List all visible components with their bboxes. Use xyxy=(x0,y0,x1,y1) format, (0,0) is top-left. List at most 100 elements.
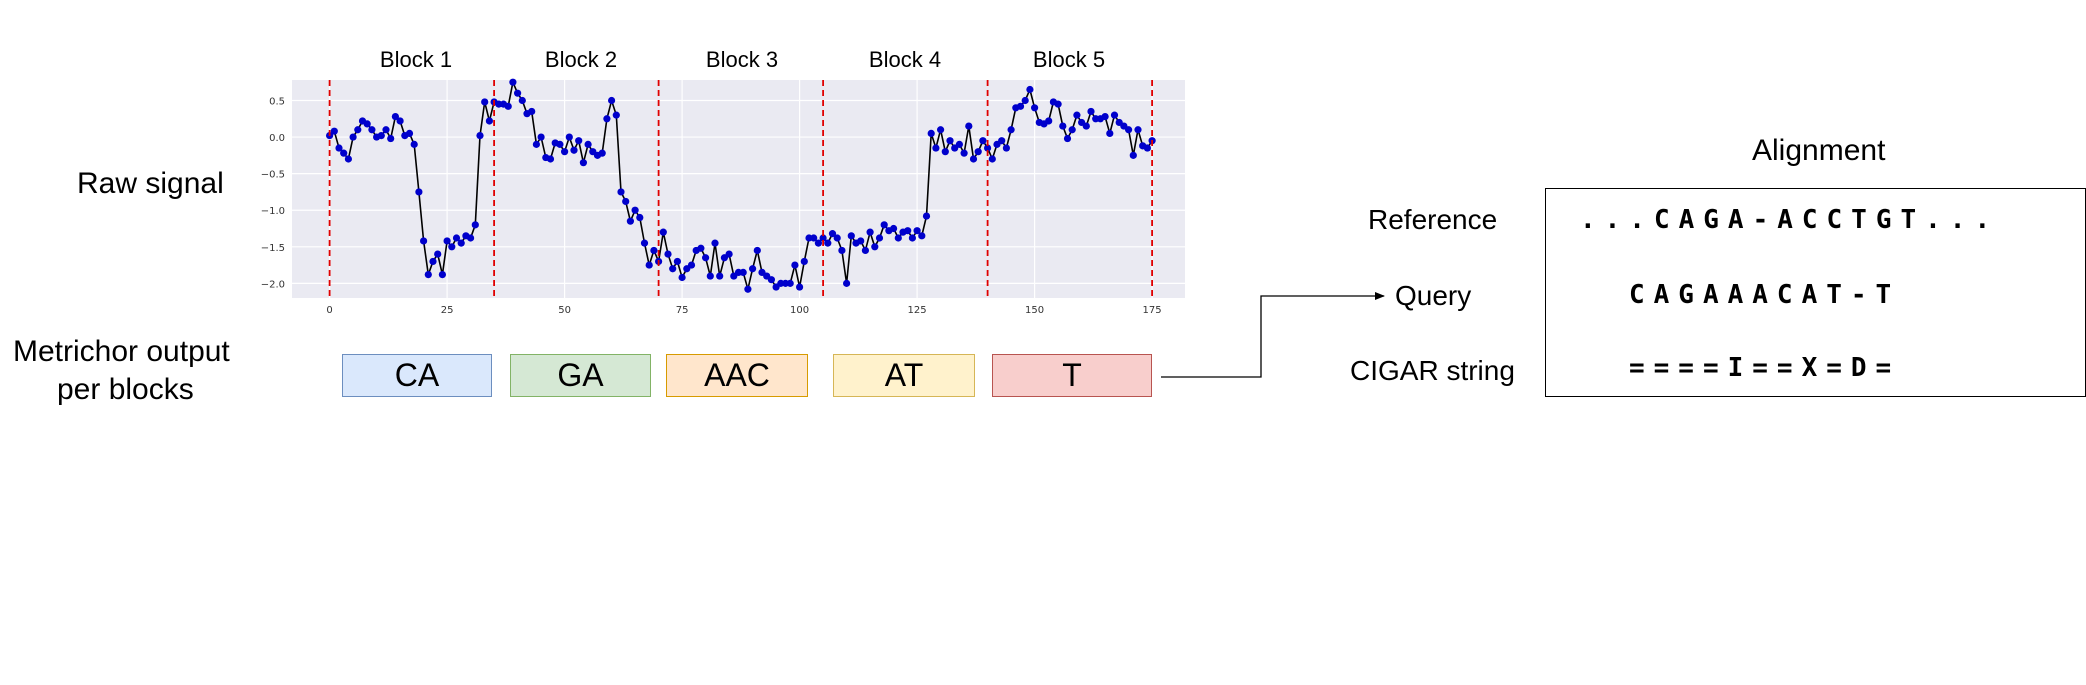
signal-point xyxy=(702,254,710,262)
y-tick-label: 0.5 xyxy=(269,96,285,107)
signal-point xyxy=(532,140,541,148)
signal-point xyxy=(622,197,630,206)
signal-point xyxy=(1016,102,1025,110)
signal-point xyxy=(1026,85,1034,94)
signal-point xyxy=(330,127,338,135)
signal-point xyxy=(913,227,921,235)
signal-point xyxy=(561,148,569,156)
signal-point xyxy=(1068,126,1076,134)
signal-point xyxy=(598,149,606,157)
signal-point xyxy=(452,234,461,242)
signal-point xyxy=(937,126,945,134)
signal-point xyxy=(518,96,526,105)
signal-point xyxy=(504,102,512,110)
signal-point xyxy=(969,155,978,163)
block-header-5: Block 5 xyxy=(1032,47,1106,72)
raw-signal-label: Raw signal xyxy=(77,167,224,200)
signal-point xyxy=(640,239,649,247)
signal-point xyxy=(796,283,804,291)
signal-point xyxy=(448,243,456,251)
signal-point xyxy=(810,234,818,242)
signal-point xyxy=(434,250,442,258)
signal-point xyxy=(1087,107,1095,116)
signal-point xyxy=(697,244,705,252)
signal-point xyxy=(678,273,686,282)
signal-point xyxy=(659,228,667,236)
connector-arrow xyxy=(1161,292,1385,378)
reference-label: Reference xyxy=(1368,204,1498,235)
signal-point xyxy=(1073,111,1081,119)
signal-point xyxy=(471,221,479,229)
signal-point xyxy=(904,227,912,235)
signal-point xyxy=(405,129,414,138)
signal-point xyxy=(932,144,940,152)
signal-point xyxy=(612,111,620,119)
signal-point xyxy=(415,188,423,196)
cigar-sequence: ====I==X=D= xyxy=(1629,353,1901,383)
signal-point xyxy=(584,140,592,148)
y-tick-label: −0.5 xyxy=(261,170,285,181)
signal-point xyxy=(354,126,362,134)
block-output-4: AT xyxy=(833,354,975,397)
signal-point xyxy=(485,117,493,125)
signal-point xyxy=(438,270,446,279)
signal-point xyxy=(890,224,898,233)
signal-point xyxy=(814,239,823,247)
signal-point xyxy=(546,155,555,163)
signal-point xyxy=(1129,151,1137,159)
signal-point xyxy=(1082,122,1090,130)
x-tick-label: 75 xyxy=(676,305,689,316)
block-output-2: GA xyxy=(510,354,651,397)
signal-point xyxy=(537,133,545,141)
signal-point xyxy=(410,140,418,148)
signal-point xyxy=(556,140,564,148)
signal-point xyxy=(847,232,855,240)
signal-point xyxy=(706,272,714,280)
signal-point xyxy=(673,257,682,266)
metrichor-label-line2: per blocks xyxy=(57,373,194,406)
y-tick-label: −1.5 xyxy=(261,243,285,254)
signal-point xyxy=(711,239,719,247)
block-output-5: T xyxy=(992,354,1152,397)
signal-point xyxy=(894,234,902,242)
y-tick-label: −2.0 xyxy=(261,279,285,290)
signal-point xyxy=(955,140,964,148)
signal-point xyxy=(918,232,926,240)
signal-point xyxy=(998,137,1006,145)
signal-point xyxy=(391,112,399,121)
y-tick-label: −1.0 xyxy=(261,206,285,217)
alignment-title: Alignment xyxy=(1752,134,1886,167)
signal-point xyxy=(575,137,583,145)
signal-point xyxy=(1125,126,1133,134)
signal-point xyxy=(1110,111,1119,119)
signal-point xyxy=(617,188,625,196)
signal-point xyxy=(429,257,437,266)
x-tick-label: 50 xyxy=(558,305,571,316)
signal-point xyxy=(875,234,884,242)
block-output-1: CA xyxy=(342,354,492,397)
signal-point xyxy=(368,126,376,134)
signal-point xyxy=(1134,126,1142,134)
signal-point xyxy=(1101,112,1109,121)
signal-point xyxy=(579,159,588,167)
signal-point xyxy=(424,270,432,279)
signal-point xyxy=(1106,129,1114,138)
x-tick-label: 150 xyxy=(1025,305,1044,316)
signal-point xyxy=(608,96,616,105)
signal-point xyxy=(476,131,484,140)
signal-point xyxy=(946,137,954,145)
signal-point xyxy=(833,234,841,242)
signal-point xyxy=(349,133,357,141)
signal-point xyxy=(509,78,517,86)
signal-point xyxy=(749,265,757,273)
signal-point xyxy=(1063,134,1072,143)
signal-point xyxy=(514,89,522,97)
signal-point xyxy=(857,237,865,245)
signal-point xyxy=(1007,126,1015,134)
query-label: Query xyxy=(1395,280,1472,311)
signal-point xyxy=(382,126,390,134)
signal-point xyxy=(603,115,611,123)
signal-point xyxy=(467,234,475,242)
signal-point xyxy=(1045,117,1053,125)
